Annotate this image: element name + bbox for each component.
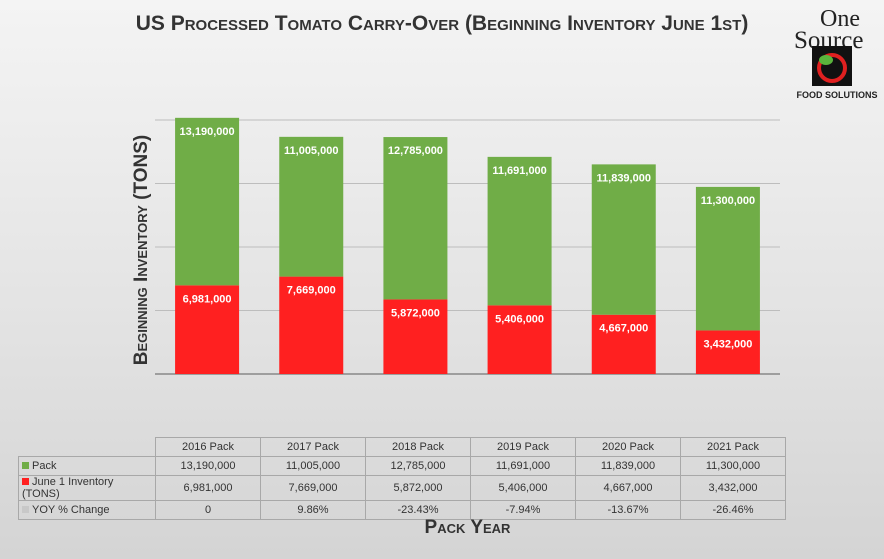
bar-inventory	[487, 305, 552, 374]
table-cell: 3,432,000	[680, 475, 786, 501]
table-cell: 9.86%	[260, 500, 366, 520]
table-column-header: 2020 Pack	[575, 437, 681, 457]
table-cell: 11,839,000	[575, 456, 681, 476]
table-column-header: 2016 Pack	[155, 437, 261, 457]
data-label: 11,300,000	[701, 195, 755, 207]
data-label: 11,691,000	[492, 165, 546, 177]
table-column-header: 2021 Pack	[680, 437, 786, 457]
bar-inventory	[591, 314, 656, 374]
bar-inventory	[279, 276, 344, 374]
bar-inventory	[175, 285, 240, 374]
table-cell: 11,691,000	[470, 456, 576, 476]
table-row-label: Pack	[18, 456, 156, 476]
table-column-header: 2018 Pack	[365, 437, 471, 457]
data-label: 12,785,000	[388, 145, 443, 157]
data-label: 3,432,000	[703, 338, 752, 350]
table-row: Pack 13,190,000 11,005,000 12,785,000 11,691…	[18, 456, 786, 476]
table-cell: 0	[155, 500, 261, 520]
bar-pack	[591, 164, 656, 315]
table-cell: -26.46%	[680, 500, 786, 520]
x-axis-label: Pack Year	[424, 517, 511, 538]
legend-swatch	[22, 478, 29, 485]
table-column-header: 2019 Pack	[470, 437, 576, 457]
table-corner	[18, 437, 156, 457]
table-cell: -13.67%	[575, 500, 681, 520]
table-row-label: YOY % Change	[18, 500, 156, 520]
table-cell: 4,667,000	[575, 475, 681, 501]
data-label: 4,667,000	[599, 323, 648, 335]
data-label: 5,406,000	[495, 313, 544, 325]
bar-inventory	[383, 299, 448, 374]
table-row-label: June 1 Inventory (TONS)	[18, 475, 156, 501]
table-cell: 7,669,000	[260, 475, 366, 501]
legend-swatch	[22, 506, 29, 513]
table-cell: 11,300,000	[680, 456, 786, 476]
table-row: YOY % Change 0 9.86% -23.43% -7.94% -13.67% -2…	[18, 500, 786, 520]
bar-pack	[279, 136, 344, 277]
data-label: 13,190,000	[180, 126, 235, 138]
table-row: June 1 Inventory (TONS) 6,981,000 7,669,00…	[18, 475, 786, 501]
table-cell: -7.94%	[470, 500, 576, 520]
svg-text:FOOD SOLUTIONS: FOOD SOLUTIONS	[797, 90, 878, 100]
table-header-row: 2016 Pack 2017 Pack 2018 Pack 2019 Pack 2020…	[18, 437, 786, 457]
table-cell: 12,785,000	[365, 456, 471, 476]
legend-swatch	[22, 462, 29, 469]
data-label: 7,669,000	[287, 285, 336, 297]
bar-pack	[175, 117, 240, 286]
svg-text:One: One	[820, 6, 860, 32]
bar-inventory	[695, 330, 760, 374]
table-cell: 11,005,000	[260, 456, 366, 476]
data-label: 11,005,000	[284, 145, 338, 157]
bar-pack	[695, 186, 760, 331]
table-cell: 13,190,000	[155, 456, 261, 476]
table-cell: 5,406,000	[470, 475, 576, 501]
bar-pack	[487, 156, 552, 306]
table-cell: 5,872,000	[365, 475, 471, 501]
data-table: 2016 Pack 2017 Pack 2018 Pack 2019 Pack 2020…	[18, 437, 786, 520]
bar-pack	[383, 137, 448, 300]
table-column-header: 2017 Pack	[260, 437, 366, 457]
table-cell: 6,981,000	[155, 475, 261, 501]
chart-title: US Processed Tomato Carry-Over (Beginnin…	[135, 12, 749, 35]
data-label: 11,839,000	[597, 172, 651, 184]
one-source-logo: One Source FOOD SOLUTIONS	[790, 2, 884, 102]
table-cell: -23.43%	[365, 500, 471, 520]
data-label: 6,981,000	[183, 293, 232, 305]
data-label: 5,872,000	[391, 307, 440, 319]
